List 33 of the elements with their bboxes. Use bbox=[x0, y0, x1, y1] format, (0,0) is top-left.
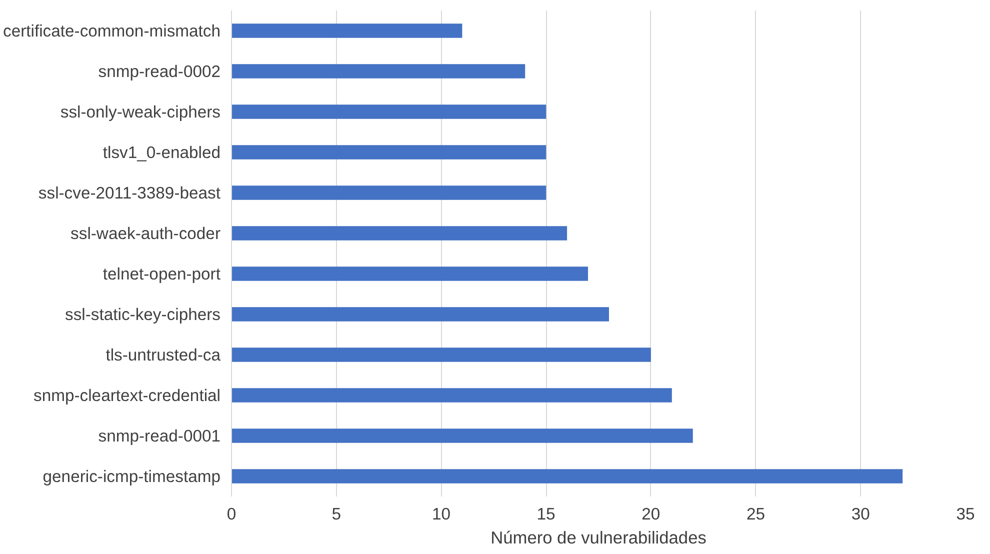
y-tick-label: snmp-read-0001 bbox=[98, 426, 221, 446]
y-tick-label: certificate-common-mismatch bbox=[3, 21, 220, 40]
y-tick-label: snmp-cleartext-credential bbox=[34, 386, 221, 405]
x-tick-label: 35 bbox=[956, 504, 975, 524]
x-tick-label: 5 bbox=[332, 504, 341, 524]
x-tick-label: 10 bbox=[432, 504, 450, 524]
x-tick-label: 25 bbox=[746, 504, 766, 524]
y-tick-label: generic-icmp-timestamp bbox=[42, 466, 221, 486]
x-axis-title: Número de vulnerabilidades bbox=[490, 528, 707, 548]
bar bbox=[232, 428, 693, 443]
y-tick-label: ssl-cve-2011-3389-beast bbox=[38, 183, 221, 202]
bar bbox=[232, 145, 546, 160]
y-tick-label: tlsv1_0-enabled bbox=[102, 142, 221, 162]
bar bbox=[232, 266, 588, 281]
y-tick-label: ssl-static-key-ciphers bbox=[65, 304, 221, 324]
y-tick-label: telnet-open-port bbox=[102, 264, 221, 284]
bar bbox=[232, 24, 462, 38]
x-tick-label: 0 bbox=[226, 504, 236, 524]
y-tick-label: ssl-only-weak-ciphers bbox=[60, 102, 221, 122]
bar bbox=[232, 307, 609, 322]
x-tick-label: 20 bbox=[642, 504, 660, 524]
bar bbox=[232, 388, 672, 402]
x-tick-label: 15 bbox=[536, 504, 556, 524]
bar bbox=[232, 226, 568, 240]
y-tick-label: snmp-read-0002 bbox=[98, 62, 221, 81]
x-tick-label: 30 bbox=[851, 504, 870, 524]
bar bbox=[232, 469, 903, 484]
y-tick-label: tls-untrusted-ca bbox=[106, 345, 222, 364]
y-tick-label: ssl-waek-auth-coder bbox=[70, 224, 221, 243]
bar bbox=[232, 104, 546, 119]
bar bbox=[232, 348, 651, 362]
bar bbox=[232, 64, 526, 78]
bar bbox=[232, 186, 546, 200]
